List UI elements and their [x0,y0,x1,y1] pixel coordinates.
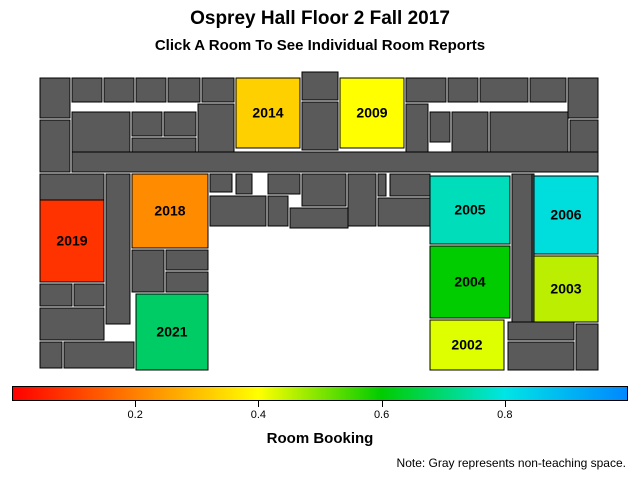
room-fill[interactable] [39,199,105,283]
non-teaching-space [135,77,167,103]
non-teaching-space [39,341,63,369]
room-2014[interactable]: 2014 [235,77,301,149]
non-teaching-space [301,173,347,207]
room-2006[interactable]: 2006 [533,175,599,255]
non-teaching-space [447,77,479,103]
non-teaching-space [451,111,489,153]
non-teaching-space [567,77,599,119]
non-teaching-space [201,77,235,103]
non-teaching-space [39,173,105,201]
non-teaching-space [235,173,253,195]
non-teaching-space [165,271,209,293]
non-teaching-space [73,283,105,307]
floor-plan-map: 2014 2009 2018 2019 2021 2005 2006 2004 2003 2002 [39,71,599,371]
page-subtitle: Click A Room To See Individual Room Repo… [154,37,486,54]
room-2019[interactable]: 2019 [39,199,105,283]
room-2002[interactable]: 2002 [429,319,505,371]
non-teaching-space [511,173,533,325]
non-teaching-space [71,77,103,103]
non-teaching-space [289,207,349,229]
non-teaching-space [197,103,235,153]
non-teaching-space [377,197,431,227]
non-teaching-spaces [39,71,599,371]
non-teaching-space [131,137,197,153]
color-scale-bar [12,386,628,401]
non-teaching-space [377,173,387,197]
non-teaching-space [131,249,165,293]
color-scale-tick [135,401,137,407]
color-scale-tick-label: 0.2 [127,409,143,421]
non-teaching-space [39,307,105,341]
room-fill[interactable] [131,173,209,249]
non-teaching-space [167,77,201,103]
room-fill[interactable] [429,175,511,245]
room-fill[interactable] [135,293,209,371]
color-scale-tick [504,401,506,407]
non-teaching-space [429,111,451,143]
non-teaching-space [63,341,135,369]
room-2003[interactable]: 2003 [533,255,599,323]
legend-note: Note: Gray represents non-teaching space… [396,456,626,470]
non-teaching-space [209,173,233,193]
room-fill[interactable] [429,319,505,371]
non-teaching-space [165,249,209,271]
color-scale-tick-label: 0.6 [373,409,390,421]
room-fill[interactable] [533,175,599,255]
non-teaching-space [301,101,339,151]
color-scale-tick-label: 0.8 [497,409,513,421]
color-scale-tick [258,401,260,407]
non-teaching-space [163,111,197,137]
non-teaching-space [507,321,575,341]
non-teaching-space [301,71,339,101]
color-scale-tick [381,401,383,407]
room-fill[interactable] [339,77,405,149]
non-teaching-space [209,195,267,227]
color-scale-label: Room Booking [266,430,374,447]
non-teaching-space [71,111,131,153]
non-teaching-space [507,341,575,371]
color-scale-tick-label: 0.4 [250,409,267,421]
room-fill[interactable] [235,77,301,149]
non-teaching-space [575,323,599,371]
room-fill[interactable] [429,245,511,319]
non-teaching-space [103,77,135,103]
room-2004[interactable]: 2004 [429,245,511,319]
non-teaching-space [39,283,73,307]
room-2005[interactable]: 2005 [429,175,511,245]
non-teaching-space [131,111,163,137]
room-2021[interactable]: 2021 [135,293,209,371]
page-title: Osprey Hall Floor 2 Fall 2017 [190,8,450,29]
non-teaching-space [529,77,567,103]
non-teaching-space [267,173,301,195]
non-teaching-space [105,173,131,325]
non-teaching-space [389,173,431,197]
room-2018[interactable]: 2018 [131,173,209,249]
non-teaching-space [405,103,429,153]
non-teaching-space [347,173,377,227]
non-teaching-space [405,77,447,103]
room-fill[interactable] [533,255,599,323]
non-teaching-space [489,111,569,153]
non-teaching-space [39,119,71,173]
non-teaching-space [479,77,529,103]
non-teaching-space [267,195,289,227]
non-teaching-space [39,77,71,119]
room-2009[interactable]: 2009 [339,77,405,149]
corridor [71,151,599,173]
